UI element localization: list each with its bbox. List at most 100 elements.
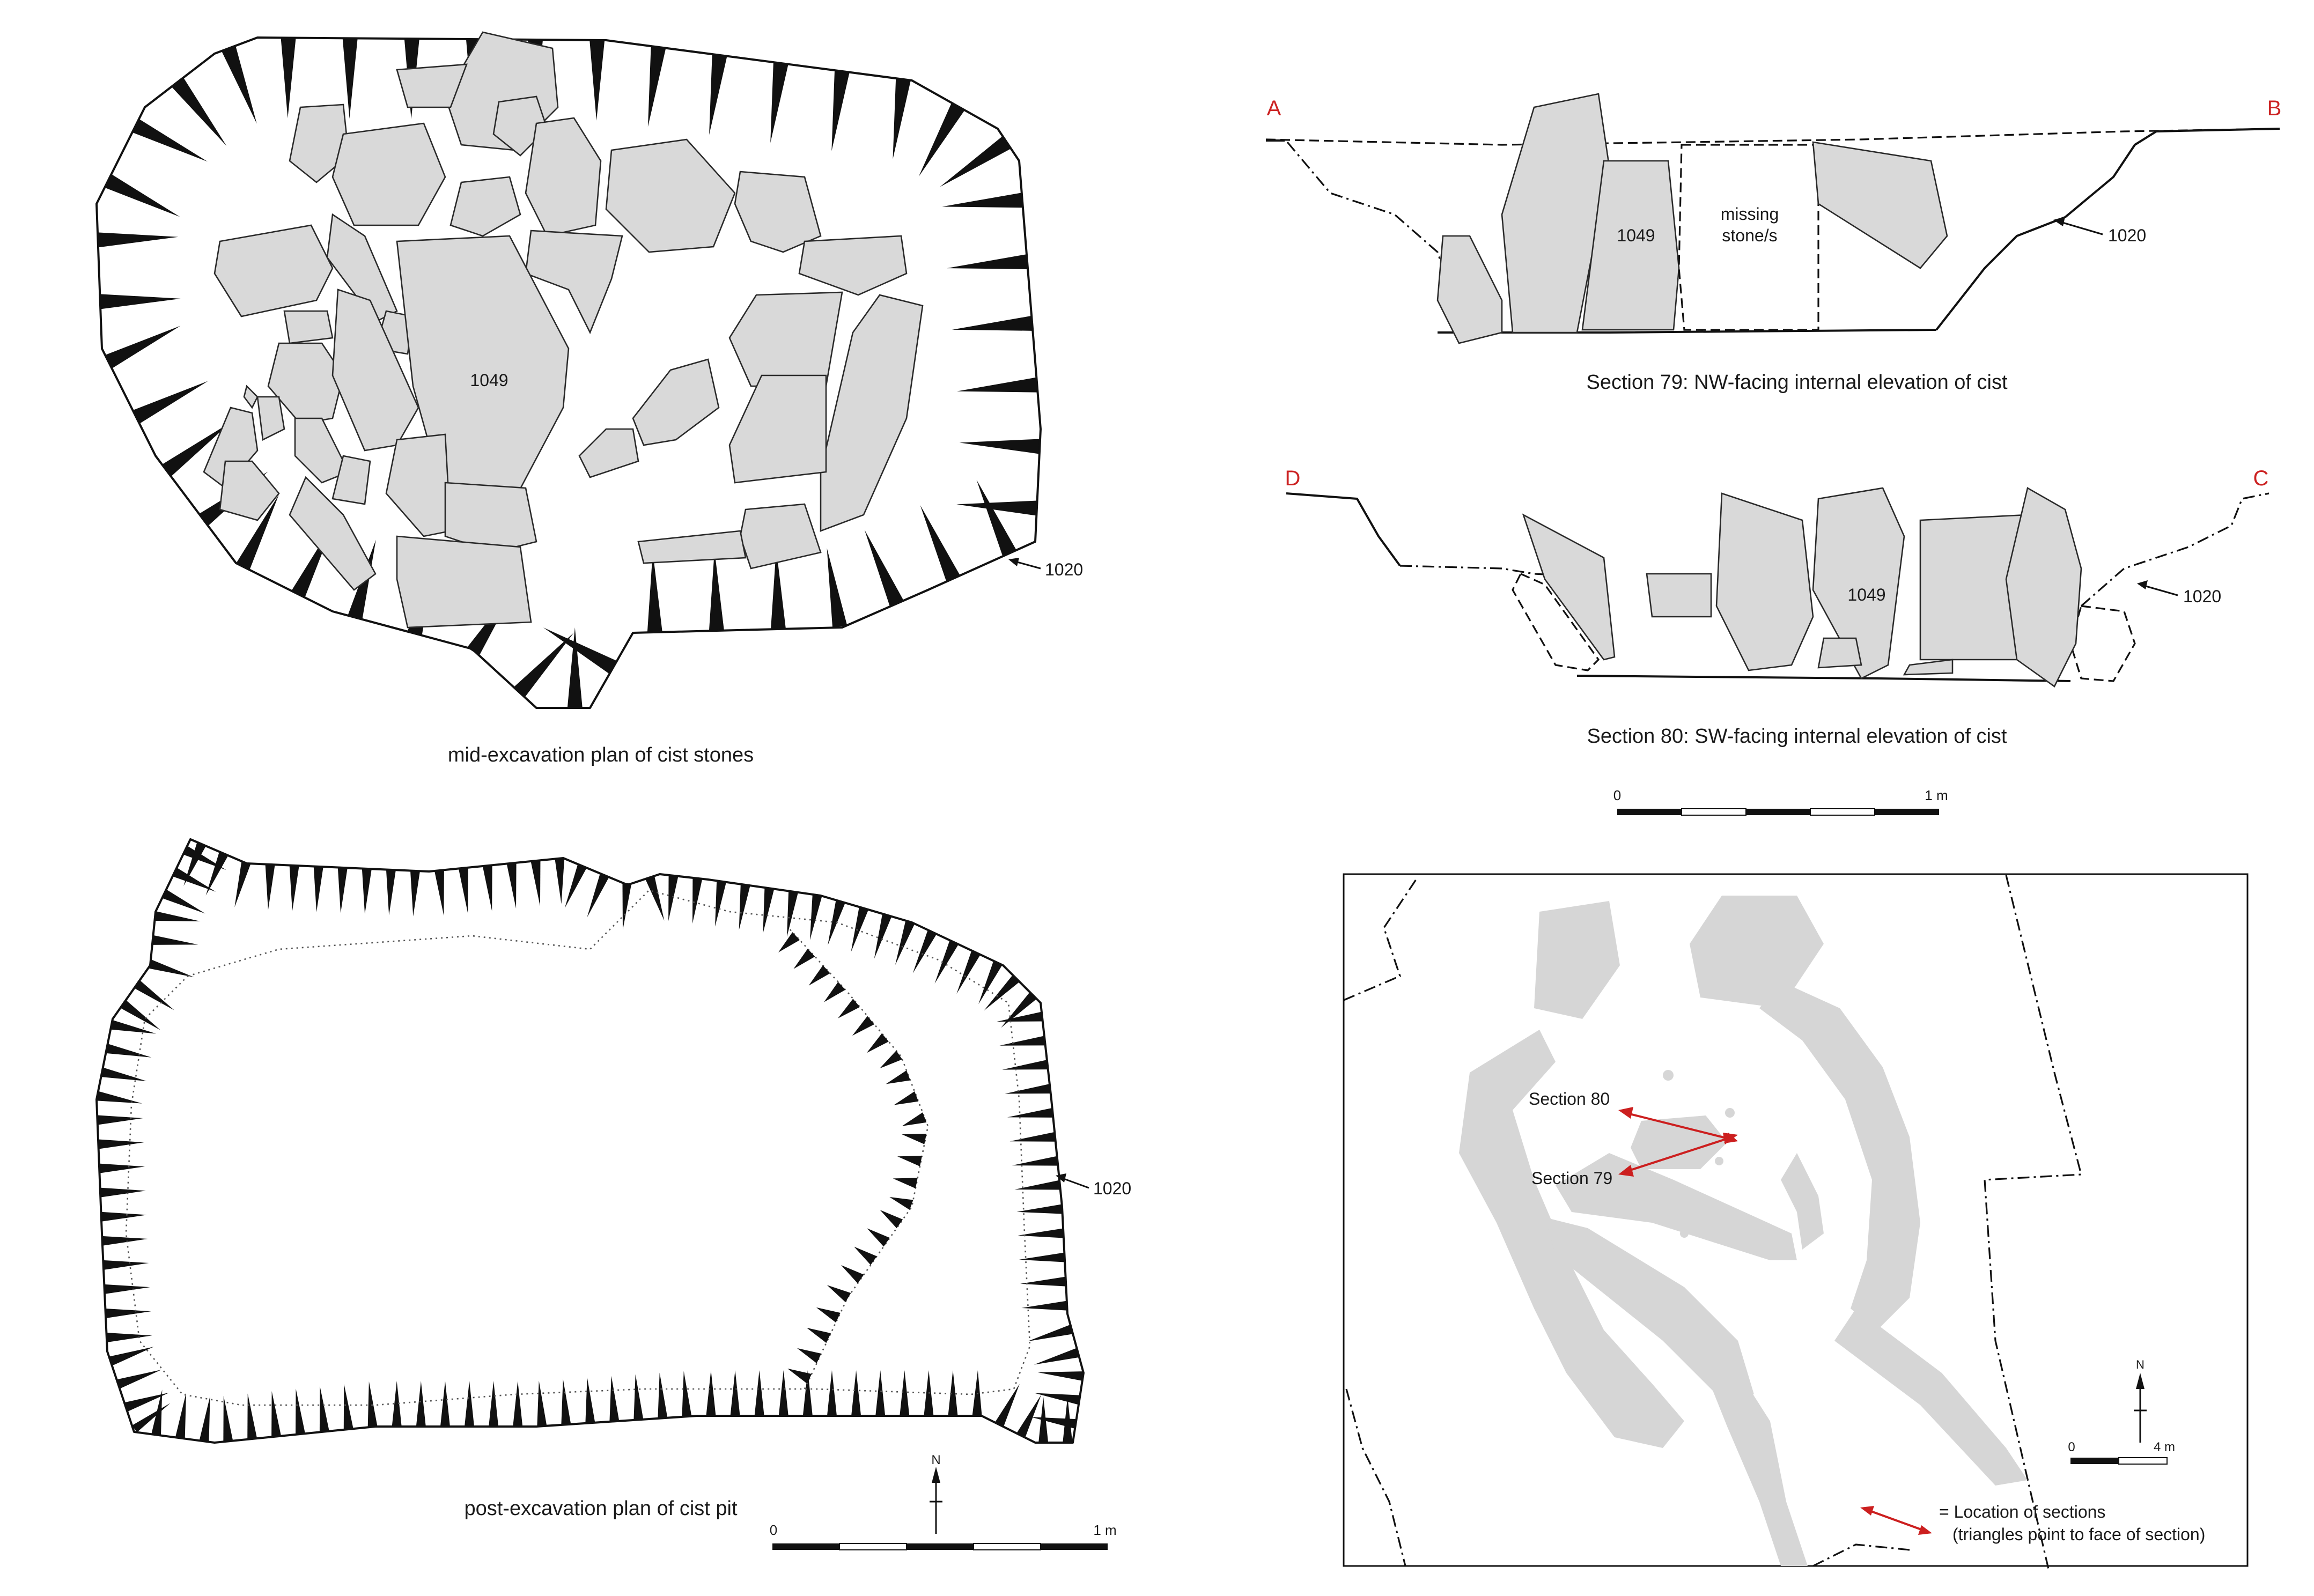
hachure-wedge bbox=[105, 326, 181, 369]
hachure-wedge bbox=[265, 864, 275, 910]
hachure-wedge bbox=[895, 920, 915, 965]
hachure-wedge bbox=[105, 174, 180, 217]
section80-stone bbox=[2005, 487, 2082, 688]
section79-cut-number: 1020 bbox=[2108, 226, 2146, 245]
section79-ground-dashed bbox=[1265, 128, 2280, 146]
plan-mid-caption: mid-excavation plan of cist stones bbox=[448, 744, 754, 766]
hachure-wedge bbox=[587, 873, 609, 918]
hachure-wedge bbox=[682, 1371, 692, 1417]
hachure-wedge bbox=[175, 1393, 187, 1439]
plan-post-cut-hachures bbox=[97, 842, 1084, 1443]
stone bbox=[331, 122, 446, 226]
stone bbox=[449, 176, 521, 237]
section79-stone bbox=[1812, 141, 1948, 269]
plan-post-cut-outline bbox=[95, 838, 1085, 1444]
hachure-wedge bbox=[183, 846, 226, 870]
section80-stone bbox=[1817, 637, 1862, 669]
hachure-wedge bbox=[1034, 1348, 1080, 1365]
section80-caption: Section 80: SW-facing internal elevation… bbox=[1587, 725, 2007, 748]
section80-end-d: D bbox=[1285, 467, 1301, 490]
hachure-wedge bbox=[622, 883, 632, 930]
location-map-boundary-right bbox=[1984, 875, 2083, 1572]
map-feature-ring-ditch bbox=[1459, 1030, 1684, 1448]
hachure-wedge bbox=[172, 867, 216, 892]
hachure-wedge bbox=[984, 975, 1020, 1011]
map-section80-line bbox=[1625, 1112, 1733, 1141]
section80-stone bbox=[1522, 513, 1616, 661]
hachure-wedge bbox=[1005, 1084, 1051, 1094]
hachure-wedge bbox=[343, 1384, 353, 1430]
hachure-wedge bbox=[889, 1196, 913, 1210]
hachure-wedge bbox=[802, 1370, 813, 1416]
hachure-wedge bbox=[1019, 1252, 1065, 1262]
hachure-wedge bbox=[110, 1019, 157, 1034]
hachure-wedge bbox=[786, 891, 798, 937]
stone bbox=[637, 530, 747, 564]
section-79: A B 1049 missing stone/s 1020 Section 79… bbox=[1265, 93, 2281, 394]
hachure-wedge bbox=[841, 1265, 864, 1284]
map-feature-pit bbox=[1663, 1070, 1674, 1081]
plan-mid-excavation: 1049 1020 mid-excavation plan of cist st… bbox=[95, 31, 1083, 766]
map-feature-gully bbox=[1781, 1153, 1824, 1250]
hachure-wedge bbox=[537, 1380, 547, 1427]
hachure-wedge bbox=[942, 193, 1023, 208]
map-section79-triangle bbox=[1618, 1165, 1634, 1177]
hachure-wedge bbox=[100, 1187, 146, 1198]
plan-mid-leader-arrowhead bbox=[1008, 558, 1019, 566]
stone bbox=[219, 460, 280, 521]
location-map-boundary-left bbox=[1343, 879, 1417, 1001]
hachure-wedge bbox=[105, 1308, 151, 1318]
map-feature-arc bbox=[1759, 981, 1920, 1330]
hachure-wedge bbox=[851, 907, 869, 952]
hachure-wedge bbox=[827, 1370, 837, 1416]
hachure-wedge bbox=[854, 1246, 877, 1265]
hachure-wedge bbox=[1007, 1107, 1053, 1118]
hachure-wedge bbox=[709, 54, 727, 135]
hachure-wedge bbox=[808, 965, 830, 986]
hachure-wedge bbox=[902, 1112, 927, 1126]
hachure-wedge bbox=[947, 254, 1028, 270]
location-map-features bbox=[1459, 896, 2028, 1566]
hachure-wedge bbox=[809, 894, 822, 940]
hachure-wedge bbox=[247, 1393, 257, 1439]
section79-cut-leader bbox=[2057, 220, 2103, 235]
section80-stone bbox=[1812, 487, 1905, 679]
map-section79-label: Section 79 bbox=[1531, 1169, 1612, 1188]
hachure-wedge bbox=[342, 38, 358, 119]
hachure-wedge bbox=[513, 633, 574, 698]
stone bbox=[728, 374, 827, 484]
hachure-wedge bbox=[152, 935, 198, 945]
map-scale-end: 4 m bbox=[2154, 1440, 2175, 1454]
hachure-wedge bbox=[827, 1285, 851, 1303]
stone bbox=[578, 428, 639, 478]
hachure-wedge bbox=[956, 500, 1037, 516]
map-section80-label: Section 80 bbox=[1529, 1089, 1610, 1109]
hachure-wedge bbox=[867, 1228, 890, 1247]
section80-missing-left bbox=[1512, 572, 1600, 671]
hachure-wedge bbox=[530, 860, 541, 906]
hachure-wedge bbox=[934, 940, 959, 984]
map-scale-bar: 0 4 m bbox=[2068, 1440, 2175, 1465]
hachure-wedge bbox=[154, 911, 201, 922]
plan-mid-cut-outline bbox=[95, 36, 1042, 709]
section80-stone bbox=[1903, 659, 1954, 676]
hachure-wedge bbox=[234, 861, 251, 907]
map-feature-arm bbox=[1706, 1362, 1808, 1566]
hachure-wedge bbox=[223, 1395, 233, 1442]
hachure-wedge bbox=[824, 981, 846, 1002]
hachure-wedge bbox=[816, 1307, 841, 1323]
stone bbox=[525, 117, 602, 237]
hachure-wedge bbox=[221, 46, 257, 124]
map-legend-line2: (triangles point to face of section) bbox=[1952, 1525, 2205, 1544]
hachure-wedge bbox=[778, 1370, 788, 1416]
hachure-wedge bbox=[633, 1374, 644, 1420]
plan-post-excavation: 1020 post-excavation plan of cist pit bbox=[95, 838, 1131, 1520]
section79-cut-solid bbox=[1266, 128, 2280, 331]
hachure-wedge bbox=[886, 1070, 911, 1084]
hachure-wedge bbox=[102, 1236, 148, 1246]
hachure-wedge bbox=[976, 479, 1016, 557]
hachure-wedge bbox=[897, 1156, 922, 1166]
plan-mid-stones bbox=[203, 31, 924, 629]
hachure-wedge bbox=[778, 932, 800, 952]
hachure-wedge bbox=[874, 913, 892, 959]
